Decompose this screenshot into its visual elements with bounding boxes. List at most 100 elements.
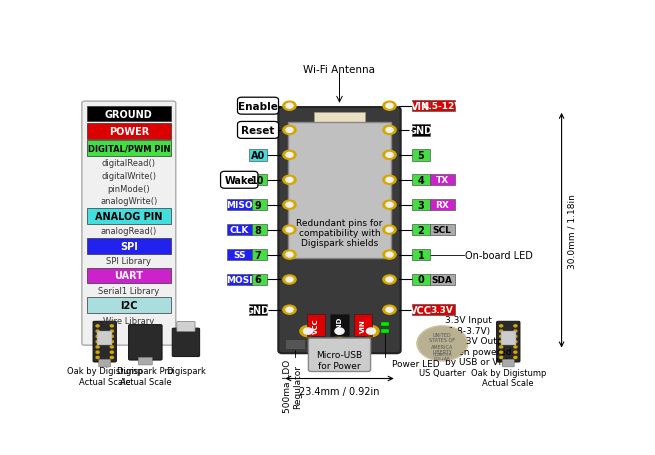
FancyBboxPatch shape xyxy=(177,322,195,332)
Circle shape xyxy=(110,336,113,338)
Text: 1: 1 xyxy=(418,250,424,260)
FancyBboxPatch shape xyxy=(172,329,200,357)
Text: 4: 4 xyxy=(418,175,424,185)
Text: SS: SS xyxy=(233,251,246,259)
Bar xyxy=(412,125,430,136)
Circle shape xyxy=(514,325,517,327)
Circle shape xyxy=(383,250,396,259)
Text: SDA: SDA xyxy=(432,275,453,284)
Circle shape xyxy=(386,308,393,313)
Circle shape xyxy=(514,341,517,343)
Text: 3.3V: 3.3V xyxy=(431,305,454,314)
Circle shape xyxy=(386,253,393,258)
Bar xyxy=(249,200,267,211)
Bar xyxy=(97,331,113,345)
Bar xyxy=(249,150,267,161)
Bar xyxy=(430,200,455,211)
Bar xyxy=(430,304,455,316)
Bar xyxy=(330,314,348,336)
Circle shape xyxy=(110,341,113,343)
Text: A0: A0 xyxy=(251,151,265,161)
Bar xyxy=(412,101,430,112)
Circle shape xyxy=(500,330,502,333)
Bar xyxy=(249,274,267,286)
Text: POWER: POWER xyxy=(109,126,149,136)
Text: Wake: Wake xyxy=(224,175,254,185)
Circle shape xyxy=(110,351,113,354)
Text: ANALOG PIN: ANALOG PIN xyxy=(95,211,162,221)
Circle shape xyxy=(363,326,379,337)
Circle shape xyxy=(283,151,296,160)
Text: pinMode(): pinMode() xyxy=(107,184,150,193)
Circle shape xyxy=(386,278,393,282)
Bar xyxy=(87,238,171,254)
Circle shape xyxy=(386,153,393,158)
Text: 10: 10 xyxy=(252,175,265,185)
Text: Serial1 Library: Serial1 Library xyxy=(98,286,159,295)
Text: SPI Library: SPI Library xyxy=(106,257,151,265)
Text: CLK: CLK xyxy=(229,226,249,235)
Text: SPI: SPI xyxy=(120,241,138,251)
Text: MISO: MISO xyxy=(226,201,253,210)
Circle shape xyxy=(283,126,296,135)
FancyBboxPatch shape xyxy=(99,359,111,367)
Circle shape xyxy=(514,330,517,333)
Text: digitalWrite(): digitalWrite() xyxy=(102,172,157,181)
Circle shape xyxy=(96,357,99,359)
Bar xyxy=(412,175,430,186)
Text: 7: 7 xyxy=(255,250,261,260)
Bar xyxy=(227,224,252,236)
FancyBboxPatch shape xyxy=(128,325,162,360)
Circle shape xyxy=(110,346,113,348)
Circle shape xyxy=(110,325,113,327)
Bar xyxy=(381,329,390,333)
Text: 6: 6 xyxy=(255,275,261,285)
Bar xyxy=(249,304,267,316)
Circle shape xyxy=(96,330,99,333)
Text: 4.5-12V: 4.5-12V xyxy=(422,102,462,111)
FancyBboxPatch shape xyxy=(93,322,117,362)
Circle shape xyxy=(286,203,293,207)
Circle shape xyxy=(96,351,99,354)
Text: Wi-Fi Antenna: Wi-Fi Antenna xyxy=(303,65,375,75)
Circle shape xyxy=(283,305,296,314)
Circle shape xyxy=(383,226,396,235)
FancyBboxPatch shape xyxy=(138,358,153,365)
Text: On-board LED: On-board LED xyxy=(465,250,533,260)
Circle shape xyxy=(383,126,396,135)
Bar xyxy=(314,113,365,126)
Circle shape xyxy=(283,176,296,185)
Circle shape xyxy=(366,328,375,334)
Circle shape xyxy=(96,346,99,348)
Text: VCC: VCC xyxy=(313,317,319,333)
Text: MOSI: MOSI xyxy=(226,275,253,284)
Circle shape xyxy=(419,328,466,360)
Circle shape xyxy=(286,153,293,158)
Text: GND: GND xyxy=(409,126,433,136)
Circle shape xyxy=(283,201,296,210)
Text: Enable: Enable xyxy=(238,101,278,111)
Circle shape xyxy=(286,178,293,183)
Text: 5: 5 xyxy=(418,151,424,161)
Text: 30.0mm / 1.18in: 30.0mm / 1.18in xyxy=(567,193,576,268)
Bar xyxy=(412,200,430,211)
FancyBboxPatch shape xyxy=(238,98,278,115)
Circle shape xyxy=(383,102,396,111)
FancyBboxPatch shape xyxy=(502,359,514,367)
Circle shape xyxy=(383,176,396,185)
Circle shape xyxy=(383,151,396,160)
Bar xyxy=(430,274,455,286)
Circle shape xyxy=(383,305,396,314)
Bar xyxy=(381,322,390,326)
Circle shape xyxy=(286,278,293,282)
Bar xyxy=(412,224,430,236)
Circle shape xyxy=(500,341,502,343)
Text: Oak by Digistump
Actual Scale: Oak by Digistump Actual Scale xyxy=(470,368,546,388)
Circle shape xyxy=(110,330,113,333)
Text: SCL: SCL xyxy=(433,226,452,235)
Circle shape xyxy=(303,328,312,334)
Circle shape xyxy=(514,357,517,359)
Circle shape xyxy=(286,128,293,133)
Circle shape xyxy=(514,336,517,338)
Text: VCC: VCC xyxy=(410,305,432,315)
